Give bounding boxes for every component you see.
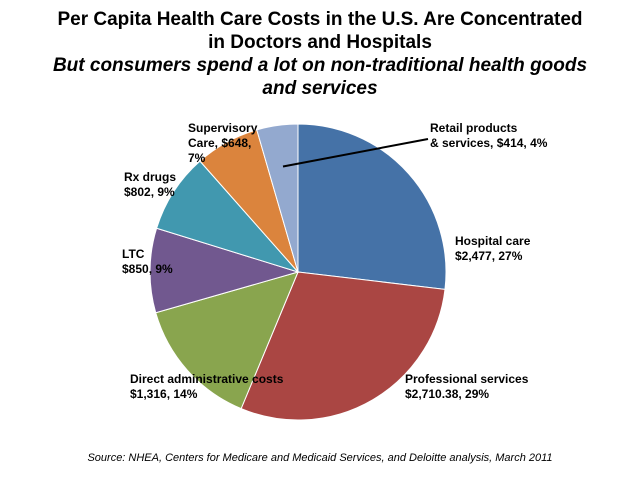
- pie-slice-retail-products-services: [256, 123, 299, 273]
- pie-slice-ltc: [149, 227, 300, 314]
- pie-slice-direct-administrative-costs: [155, 271, 299, 410]
- data-label-rx-drugs: Rx drugs $802, 9%: [124, 170, 176, 199]
- source-note: Source: NHEA, Centers for Medicare and M…: [87, 452, 553, 464]
- data-label-supervisory-care: Supervisory Care, $648, 7%: [188, 121, 258, 165]
- pie-slice-hospital-care: [297, 123, 447, 290]
- data-label-hospital-care: Hospital care $2,477, 27%: [455, 234, 531, 263]
- chart-title: Per Capita Health Care Costs in the U.S.…: [0, 8, 640, 100]
- pie-slice-professional-services: [240, 271, 446, 421]
- data-label-professional-services: Professional services $2,710.38, 29%: [405, 372, 529, 401]
- data-label-direct-administrative-costs: Direct administrative costs $1,316, 14%: [130, 372, 284, 401]
- leader-line-retail-products: [282, 138, 429, 168]
- subtitle-line-1: But consumers spend a lot on non-traditi…: [52, 55, 588, 76]
- data-label-ltc: LTC $850, 9%: [122, 247, 173, 276]
- title-line-2: in Doctors and Hospitals: [208, 32, 432, 53]
- data-label-retail-products-services: Retail products & services, $414, 4%: [430, 121, 548, 150]
- title-line-1: Per Capita Health Care Costs in the U.S.…: [57, 9, 583, 30]
- subtitle-line-2: and services: [262, 78, 378, 99]
